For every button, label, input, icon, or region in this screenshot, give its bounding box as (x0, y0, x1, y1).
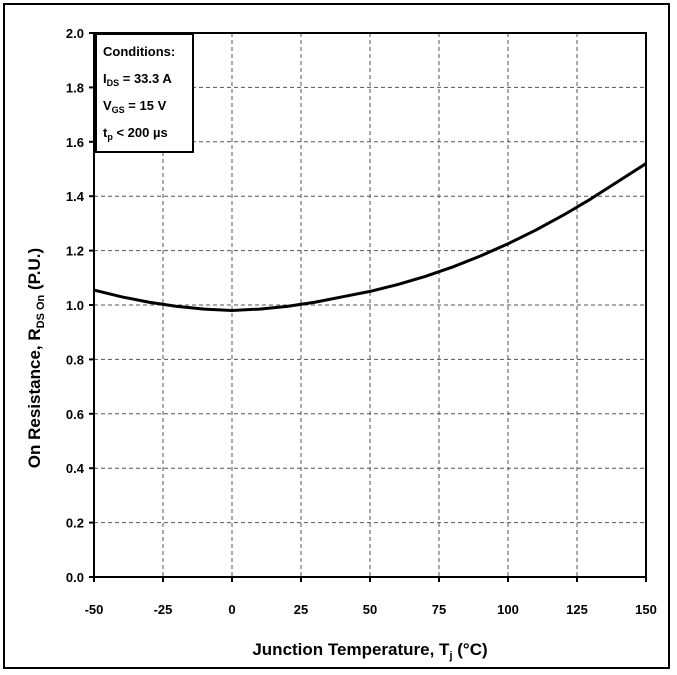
y-tick-label: 1.4 (66, 189, 85, 204)
y-tick-label: 0.6 (66, 407, 84, 422)
condition-ids: IDS = 33.3 A (103, 71, 172, 88)
x-tick-label: 75 (432, 602, 446, 617)
y-tick-label: 1.6 (66, 135, 84, 150)
y-tick-labels: 0.0 0.2 0.4 0.6 0.8 1.0 1.2 1.4 1.6 1.8 2.0 (66, 26, 85, 585)
y-tick-label: 2.0 (66, 26, 84, 41)
chart-frame (3, 3, 670, 669)
y-tick-label: 1.2 (66, 244, 84, 259)
y-tick-label: 0.4 (66, 461, 85, 476)
x-tick-label: 25 (294, 602, 308, 617)
x-tick-label: 150 (635, 602, 657, 617)
x-tick-labels: -50 -25 0 25 50 75 100 125 150 (85, 602, 657, 617)
condition-tp: tp < 200 µs (103, 125, 168, 142)
x-tick-label: 100 (497, 602, 519, 617)
x-tick-label: 125 (566, 602, 588, 617)
axis-ticks (89, 32, 647, 582)
y-tick-label: 0.8 (66, 352, 84, 367)
x-tick-label: 0 (228, 602, 235, 617)
x-tick-label: 50 (363, 602, 377, 617)
x-axis-title: Junction Temperature, Tj (°C) (252, 640, 487, 662)
y-tick-label: 1.0 (66, 298, 84, 313)
x-tick-label: -25 (154, 602, 173, 617)
series-line (93, 162, 647, 312)
y-tick-label: 1.8 (66, 80, 84, 95)
conditions-box: Conditions: IDS = 33.3 A VGS = 15 V tp <… (95, 33, 194, 153)
y-tick-label: 0.2 (66, 516, 84, 531)
condition-vgs: VGS = 15 V (103, 98, 167, 115)
conditions-box-border (95, 33, 194, 153)
series-group (93, 162, 647, 312)
x-tick-label: -50 (85, 602, 104, 617)
y-tick-label: 0.0 (66, 570, 84, 585)
y-axis-title: On Resistance, RDS On (P.U.) (25, 248, 47, 468)
conditions-title: Conditions: (103, 44, 175, 59)
